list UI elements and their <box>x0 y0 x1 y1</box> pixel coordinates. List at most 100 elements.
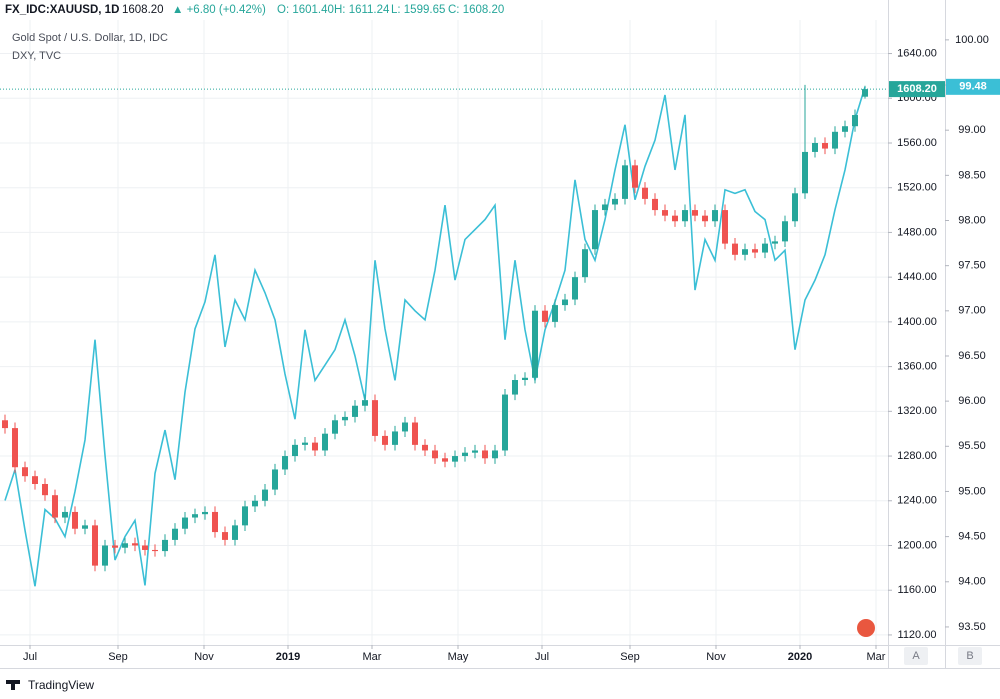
y2-tick-label: 93.50 <box>958 621 986 633</box>
candle-body <box>512 380 518 395</box>
y-tick-label: 1280.00 <box>897 450 937 462</box>
candle-body <box>252 500 258 507</box>
candle-body <box>522 377 528 381</box>
y2-tick-label: 95.00 <box>958 485 986 497</box>
legend-entry: Gold Spot / U.S. Dollar, 1D, IDC <box>12 32 168 44</box>
candle-body <box>192 514 198 518</box>
candle-body <box>642 187 648 199</box>
candle-body <box>162 539 168 552</box>
scale-button[interactable] <box>904 647 928 665</box>
y2-tick-label: 95.50 <box>958 440 986 452</box>
close: C: 1608.20 <box>448 4 504 16</box>
candle-body <box>502 394 508 451</box>
candle-body <box>582 249 588 278</box>
candle-body <box>752 249 758 253</box>
y-tick-label: 1400.00 <box>897 316 937 328</box>
x-tick-label: Mar <box>867 651 886 663</box>
candle-body <box>462 452 468 457</box>
candle-body <box>782 221 788 242</box>
candle-body <box>202 511 208 515</box>
x-tick-label: Nov <box>194 651 214 663</box>
y2-tick-label: 97.00 <box>958 305 986 317</box>
y-tick-label: 1160.00 <box>898 584 937 596</box>
candle-body <box>132 543 138 546</box>
candle-body <box>262 489 268 501</box>
y-tick-label: 1240.00 <box>897 495 937 507</box>
candle-body <box>92 525 98 566</box>
y-tick-label: 1440.00 <box>897 271 937 283</box>
y-tick-label: 1200.00 <box>897 539 937 551</box>
candle-body <box>412 422 418 445</box>
candle-body <box>862 89 868 97</box>
candle-body <box>232 525 238 540</box>
x-tick-label: Jul <box>23 651 37 663</box>
x-tick-label: 2020 <box>788 651 812 663</box>
candle-body <box>322 433 328 451</box>
candle-body <box>612 198 618 205</box>
price-label: 99.48 <box>959 81 987 93</box>
candle-body <box>442 458 448 462</box>
candle-body <box>32 476 38 484</box>
candle-body <box>62 511 68 518</box>
candle-body <box>552 305 558 322</box>
last-price: 1608.20 <box>122 4 164 16</box>
candle-body <box>742 249 748 255</box>
candle-body <box>822 142 828 149</box>
y2-tick-label: 98.00 <box>958 214 986 226</box>
scale-button[interactable] <box>958 647 982 665</box>
price-label-box <box>889 81 945 98</box>
x-tick-label: Mar <box>363 651 382 663</box>
event-icon[interactable] <box>857 619 875 637</box>
candle-body <box>772 241 778 244</box>
candle-body <box>572 277 578 300</box>
y2-tick-label: 94.50 <box>958 531 986 543</box>
logo <box>6 680 20 690</box>
candle-body <box>392 431 398 445</box>
candle-body <box>762 243 768 253</box>
candle-body <box>332 420 338 434</box>
candle-body <box>72 511 78 529</box>
candle-body <box>342 416 348 421</box>
y2-tick-label: 96.00 <box>958 395 986 407</box>
candle-body <box>12 428 18 468</box>
candle-body <box>402 422 408 432</box>
candle-body <box>102 545 108 566</box>
candle-body <box>722 210 728 244</box>
high: H: 1611.24 <box>334 4 390 16</box>
candle-body <box>42 483 48 496</box>
y2-tick-label: 100.00 <box>955 34 989 46</box>
symbol: FX_IDC:XAUUSD, 1D <box>5 4 119 16</box>
y-tick-label: 1560.00 <box>897 137 937 149</box>
candle-body <box>312 442 318 451</box>
brand[interactable]: TradingView <box>28 678 94 692</box>
scale-a[interactable]: A <box>912 650 920 662</box>
x-tick-label: Sep <box>108 651 128 663</box>
candle-body <box>632 165 638 188</box>
candle-body <box>282 456 288 470</box>
candle-body <box>532 310 538 378</box>
candle-body <box>692 210 698 216</box>
candle-body <box>812 142 818 152</box>
candle-body <box>832 131 838 149</box>
candle-body <box>372 400 378 436</box>
background <box>0 0 1000 668</box>
scale-b[interactable]: B <box>966 650 973 662</box>
candle-body <box>2 420 8 429</box>
x-tick-label: 2019 <box>276 651 300 663</box>
candle-body <box>292 444 298 457</box>
price-label: 1608.20 <box>897 83 937 95</box>
y2-tick-label: 94.00 <box>958 576 986 588</box>
candle-body <box>272 469 278 490</box>
x-tick-label: Jul <box>535 651 549 663</box>
y2-tick-label: 96.50 <box>958 350 986 362</box>
y-tick-label: 1320.00 <box>897 405 937 417</box>
x-tick-label: May <box>448 651 469 663</box>
candle-body <box>492 450 498 459</box>
candle-body <box>182 517 188 529</box>
candle-body <box>172 528 178 540</box>
candle-body <box>682 210 688 222</box>
y-tick-label: 1640.00 <box>897 47 937 59</box>
candle-body <box>112 545 118 548</box>
candle-body <box>242 506 248 526</box>
candle-body <box>352 405 358 417</box>
